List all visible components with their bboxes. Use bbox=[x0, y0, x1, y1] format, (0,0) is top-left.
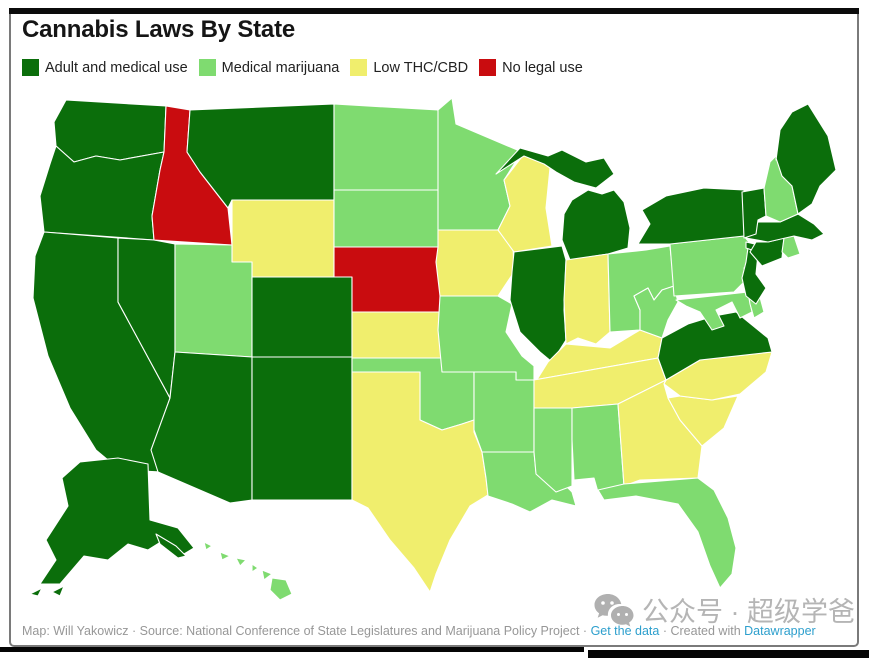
state-IN[interactable]: Indiana bbox=[563, 253, 611, 345]
state-CO[interactable]: Colorado bbox=[251, 276, 353, 359]
datawrapper-link[interactable]: Datawrapper bbox=[744, 624, 816, 638]
window-top-border bbox=[9, 8, 859, 14]
state-RI[interactable]: Rhode Island bbox=[781, 235, 801, 259]
state-MA[interactable]: Massachusetts bbox=[745, 213, 825, 243]
legend-swatch-no-legal-use bbox=[479, 59, 497, 76]
legend-swatch-low-thc bbox=[350, 59, 368, 76]
legend-item-adult-medical: Adult and medical use bbox=[22, 59, 188, 76]
watermark-text: 公众号 · 超级学爸 bbox=[642, 597, 855, 627]
legend-label: Medical marijuana bbox=[221, 59, 340, 76]
legend-swatch-medical bbox=[198, 59, 216, 76]
legend-item-no-legal-use: No legal use bbox=[479, 59, 583, 76]
state-SD[interactable]: South Dakota bbox=[333, 189, 445, 248]
wechat-icon bbox=[594, 593, 634, 626]
state-IA[interactable]: Iowa bbox=[435, 229, 515, 297]
state-ND[interactable]: North Dakota bbox=[333, 103, 441, 191]
legend-swatch-adult-medical bbox=[22, 59, 39, 76]
state-OR[interactable]: Oregon bbox=[39, 145, 165, 241]
legend-label: Adult and medical use bbox=[45, 59, 188, 76]
state-AK[interactable]: Alaska bbox=[29, 457, 195, 597]
state-WA[interactable]: Washington bbox=[53, 99, 167, 163]
legend-item-medical: Medical marijuana bbox=[198, 59, 340, 76]
legend-label: Low THC/CBD bbox=[373, 59, 469, 76]
state-IL[interactable]: Illinois bbox=[509, 245, 567, 363]
page-title: Cannabis Laws By State bbox=[22, 16, 296, 43]
state-WV[interactable]: West Virginia bbox=[633, 285, 679, 339]
window-bottom-border-right bbox=[588, 650, 869, 658]
state-ME[interactable]: Maine bbox=[775, 103, 837, 215]
get-the-data-link[interactable]: Get the data bbox=[590, 624, 660, 638]
state-MI[interactable]: Michigan bbox=[495, 147, 631, 261]
state-VA[interactable]: Virginia bbox=[657, 311, 773, 381]
state-NM[interactable]: New Mexico bbox=[251, 356, 353, 501]
legend-item-low-thc: Low THC/CBD bbox=[350, 59, 468, 76]
state-AL[interactable]: Alabama bbox=[571, 403, 625, 493]
state-HI[interactable]: Hawaii bbox=[203, 541, 293, 601]
state-MO[interactable]: Missouri bbox=[437, 295, 535, 381]
state-PA[interactable]: Pennsylvania bbox=[669, 235, 757, 297]
watermark: 公众号 · 超级学爸 bbox=[593, 590, 855, 629]
footer-text: Map: Will Yakowicz · Source: National Co… bbox=[22, 624, 591, 638]
footer-attribution: Map: Will Yakowicz · Source: National Co… bbox=[22, 624, 816, 638]
state-FL[interactable]: Florida bbox=[597, 477, 737, 589]
legend-label: No legal use bbox=[502, 59, 583, 76]
legend: Adult and medical use Medical marijuana … bbox=[22, 59, 583, 76]
window-bottom-border-left bbox=[0, 647, 584, 652]
footer-text: · Created with bbox=[659, 624, 745, 638]
state-AR[interactable]: Arkansas bbox=[473, 371, 535, 453]
